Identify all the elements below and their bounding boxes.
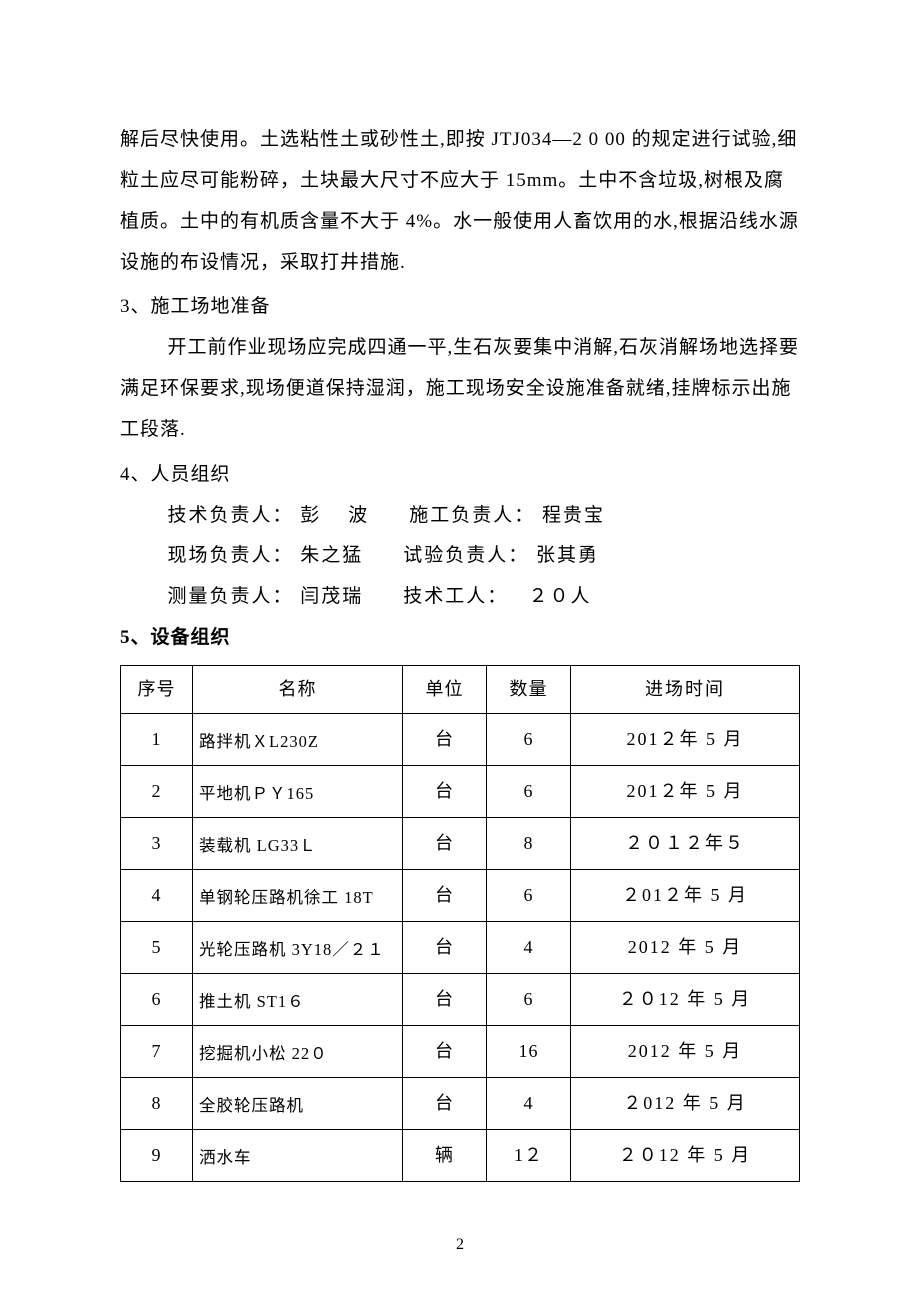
table-row: 7挖掘机小松 22０台162012 年 5 月 [121, 1025, 800, 1077]
cell-seq: 8 [121, 1077, 193, 1129]
site-lead-label: 现场负责人： [168, 536, 294, 577]
cell-name: 挖掘机小松 22０ [193, 1025, 403, 1077]
cell-time: ２０12 年 5 月 [571, 1129, 800, 1181]
cell-unit: 台 [403, 1077, 487, 1129]
cell-qty: 6 [487, 973, 571, 1025]
test-lead-name: 张其勇 [529, 536, 599, 577]
cell-qty: 6 [487, 765, 571, 817]
cell-time: ２01２年 5 月 [571, 869, 800, 921]
col-header-time: 进场时间 [571, 665, 800, 713]
table-row: 1路拌机ＸL230Z台6201２年 5 月 [121, 713, 800, 765]
cell-time: ２０12 年 5 月 [571, 973, 800, 1025]
cell-qty: 8 [487, 817, 571, 869]
tech-workers-count: ２０人 [508, 577, 591, 618]
site-lead-name: 朱之猛 [294, 536, 364, 577]
cell-seq: 9 [121, 1129, 193, 1181]
personnel-row: 现场负责人： 朱之猛 试验负责人： 张其勇 [168, 536, 801, 577]
cell-unit: 台 [403, 869, 487, 921]
cell-name: 装载机 LG33Ｌ [193, 817, 403, 869]
personnel-row: 测量负责人： 闫茂瑞 技术工人： ２０人 [168, 577, 801, 618]
cell-seq: 1 [121, 713, 193, 765]
cell-qty: 6 [487, 713, 571, 765]
cell-seq: 7 [121, 1025, 193, 1077]
cell-qty: 16 [487, 1025, 571, 1077]
cell-seq: 3 [121, 817, 193, 869]
table-header-row: 序号 名称 单位 数量 进场时间 [121, 665, 800, 713]
cell-time: 2012 年 5 月 [571, 921, 800, 973]
section-3-body: 开工前作业现场应完成四通一平,生石灰要集中消解,石灰消解场地选择要满足环保要求,… [120, 328, 800, 451]
tech-lead-name: 彭 波 [294, 496, 370, 537]
cell-unit: 台 [403, 1025, 487, 1077]
cell-time: 2012 年 5 月 [571, 1025, 800, 1077]
cell-time: 201２年 5 月 [571, 713, 800, 765]
cell-name: 推土机 ST1６ [193, 973, 403, 1025]
table-row: 4单钢轮压路机徐工 18T台6２01２年 5 月 [121, 869, 800, 921]
section-4-title: 4、人员组织 [120, 455, 800, 496]
table-row: 3装载机 LG33Ｌ台8２０１２年５ [121, 817, 800, 869]
col-header-seq: 序号 [121, 665, 193, 713]
cell-qty: 4 [487, 1077, 571, 1129]
table-row: 9洒水车辆1２２０12 年 5 月 [121, 1129, 800, 1181]
personnel-list: 技术负责人： 彭 波 施工负责人： 程贵宝 现场负责人： 朱之猛 试验负责人： … [120, 496, 800, 619]
cell-seq: 2 [121, 765, 193, 817]
cell-name: 平地机ＰＹ165 [193, 765, 403, 817]
construction-lead-label: 施工负责人： [409, 496, 535, 537]
cell-name: 路拌机ＸL230Z [193, 713, 403, 765]
cell-name: 全胶轮压路机 [193, 1077, 403, 1129]
cell-unit: 台 [403, 713, 487, 765]
cell-qty: 4 [487, 921, 571, 973]
cell-name: 单钢轮压路机徐工 18T [193, 869, 403, 921]
cell-unit: 台 [403, 765, 487, 817]
equipment-table: 序号 名称 单位 数量 进场时间 1路拌机ＸL230Z台6201２年 5 月2平… [120, 665, 800, 1182]
cell-seq: 4 [121, 869, 193, 921]
cell-seq: 6 [121, 973, 193, 1025]
section-3-title: 3、施工场地准备 [120, 287, 800, 328]
col-header-unit: 单位 [403, 665, 487, 713]
survey-lead-name: 闫茂瑞 [294, 577, 364, 618]
page-number: 2 [0, 1236, 920, 1254]
section-5-title: 5、设备组织 [120, 618, 800, 659]
construction-lead-name: 程贵宝 [535, 496, 605, 537]
table-row: 8全胶轮压路机台4２012 年 5 月 [121, 1077, 800, 1129]
cell-qty: 6 [487, 869, 571, 921]
table-row: 2平地机ＰＹ165台6201２年 5 月 [121, 765, 800, 817]
cell-name: 光轮压路机 3Y18／２１ [193, 921, 403, 973]
cell-seq: 5 [121, 921, 193, 973]
cell-name: 洒水车 [193, 1129, 403, 1181]
cell-unit: 台 [403, 921, 487, 973]
cell-time: ２０１２年５ [571, 817, 800, 869]
tech-lead-label: 技术负责人： [168, 496, 294, 537]
tech-workers-label: 技术工人： [403, 577, 508, 618]
cell-time: ２012 年 5 月 [571, 1077, 800, 1129]
paragraph-continuation: 解后尽快使用。土选粘性土或砂性土,即按 JTJ034—2 0 00 的规定进行试… [120, 120, 800, 283]
table-row: 6推土机 ST1６台6２０12 年 5 月 [121, 973, 800, 1025]
cell-unit: 辆 [403, 1129, 487, 1181]
test-lead-label: 试验负责人： [403, 536, 529, 577]
cell-qty: 1２ [487, 1129, 571, 1181]
personnel-row: 技术负责人： 彭 波 施工负责人： 程贵宝 [168, 496, 801, 537]
cell-unit: 台 [403, 973, 487, 1025]
col-header-qty: 数量 [487, 665, 571, 713]
col-header-name: 名称 [193, 665, 403, 713]
survey-lead-label: 测量负责人： [168, 577, 294, 618]
cell-time: 201２年 5 月 [571, 765, 800, 817]
table-row: 5光轮压路机 3Y18／２１台42012 年 5 月 [121, 921, 800, 973]
cell-unit: 台 [403, 817, 487, 869]
